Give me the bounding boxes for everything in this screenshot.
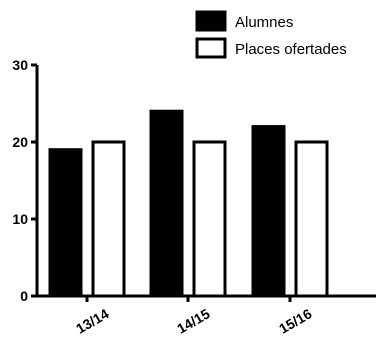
legend-label: Places ofertades: [235, 41, 347, 58]
x-category-label: 13/14: [73, 305, 112, 336]
bar-places-ofertades-2: [294, 140, 329, 298]
bar-alumnes-1: [149, 109, 184, 298]
bar-alumnes-0: [48, 148, 83, 298]
y-tick-label: 10: [12, 211, 28, 227]
x-category-label: 14/15: [174, 305, 213, 336]
y-tick-label: 20: [12, 134, 28, 150]
y-tick-label: 30: [12, 57, 28, 73]
legend: Alumnes Places ofertades: [195, 10, 347, 59]
x-category-label: 15/16: [276, 305, 315, 336]
bar-places-ofertades-1: [192, 140, 227, 298]
bars: [48, 109, 329, 298]
y-tick-label: 0: [20, 288, 28, 304]
legend-swatch: [195, 37, 227, 59]
legend-swatch: [195, 10, 227, 32]
bar-alumnes-2: [251, 125, 286, 298]
legend-label: Alumnes: [235, 14, 293, 31]
bar-places-ofertades-0: [91, 140, 126, 298]
